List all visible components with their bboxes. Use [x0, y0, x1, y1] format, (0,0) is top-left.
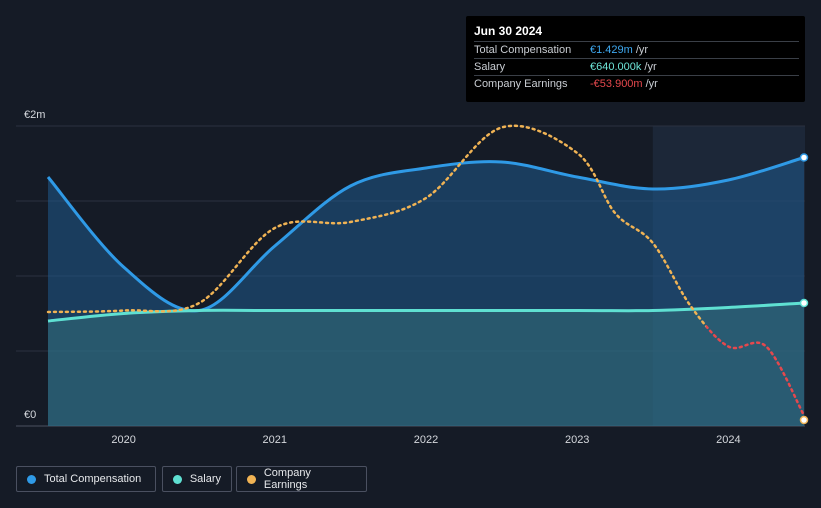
- company-earnings-end-marker: [799, 415, 809, 425]
- y-tick-label: €2m: [24, 109, 45, 121]
- x-tick-label: 2022: [414, 434, 438, 446]
- x-tick-label: 2024: [716, 434, 740, 446]
- tooltip-row-company-earnings: Company Earnings -€53.900m/yr: [474, 75, 799, 93]
- legend-dot-icon: [27, 474, 36, 484]
- x-tick-label: 2020: [111, 434, 135, 446]
- x-tick-label: 2021: [263, 434, 287, 446]
- legend-item-salary[interactable]: Salary: [162, 466, 232, 492]
- total-compensation-area: [48, 157, 804, 426]
- tooltip-row-salary: Salary €640.000k/yr: [474, 58, 799, 76]
- legend-dot-icon: [173, 474, 182, 484]
- salary-end-marker: [799, 298, 809, 308]
- tooltip-value: €1.429m/yr: [590, 44, 649, 56]
- total-compensation-line: [46, 156, 805, 313]
- tooltip-value: -€53.900m/yr: [590, 78, 658, 90]
- legend-item-company-earnings[interactable]: Company Earnings: [236, 466, 367, 492]
- tooltip-value: €640.000k/yr: [590, 61, 657, 73]
- tooltip-label: Total Compensation: [474, 44, 572, 56]
- total-compensation-end-marker: [799, 153, 809, 162]
- legend-label: Total Compensation: [44, 473, 142, 485]
- tooltip-label: Company Earnings: [474, 78, 568, 90]
- tooltip-date: Jun 30 2024: [474, 24, 543, 38]
- salary-area: [48, 303, 804, 426]
- legend-item-total-compensation[interactable]: Total Compensation: [16, 466, 156, 492]
- legend-dot-icon: [247, 474, 256, 484]
- y-tick-label: €0: [24, 409, 36, 421]
- tooltip: Jun 30 2024 Total Compensation €1.429m/y…: [466, 16, 805, 102]
- tooltip-row-total-compensation: Total Compensation €1.429m/yr: [474, 41, 799, 59]
- x-tick-label: 2023: [565, 434, 589, 446]
- company-earnings-line: [46, 124, 706, 328]
- tooltip-label: Salary: [474, 61, 506, 73]
- legend-label: Company Earnings: [263, 467, 311, 491]
- legend-label: Salary: [189, 473, 221, 485]
